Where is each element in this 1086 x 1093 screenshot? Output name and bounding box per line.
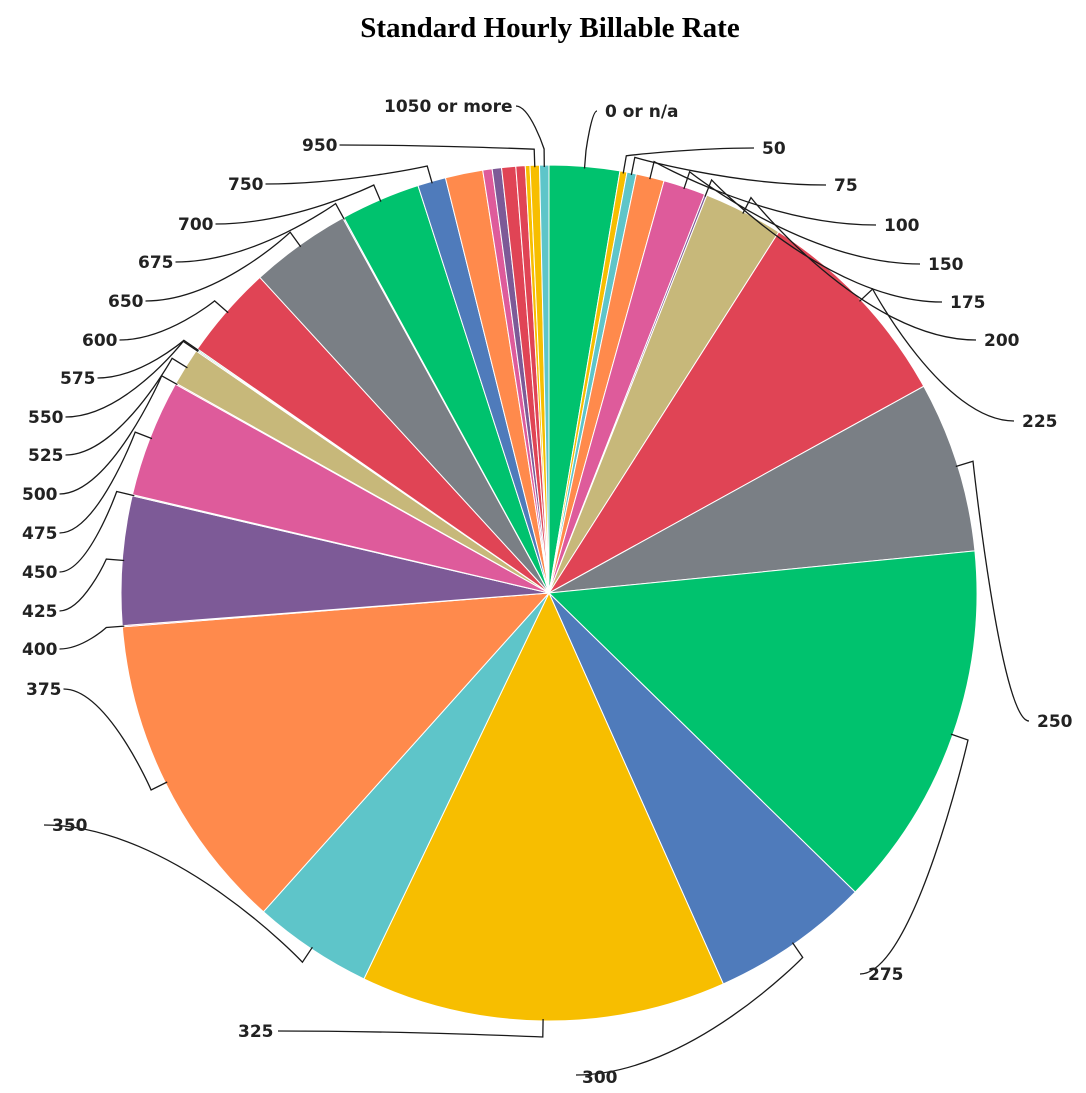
leader-line (630, 156, 827, 186)
slice-label: 650 (108, 292, 144, 312)
leader-line (339, 144, 536, 168)
leader-line (215, 184, 382, 225)
leader-line (859, 733, 969, 975)
leader-line (575, 942, 804, 1076)
leader-line (59, 490, 135, 573)
slice-label: 325 (238, 1022, 274, 1042)
slice-label: 225 (1022, 412, 1058, 432)
pie-slices (120, 164, 978, 1022)
leader-line (742, 196, 977, 341)
slice-label: 200 (984, 331, 1020, 351)
leader-line (43, 824, 313, 964)
slice-label: 425 (22, 602, 58, 622)
slice-label: 950 (302, 136, 338, 156)
leader-line (683, 170, 921, 265)
leader-line (59, 625, 125, 650)
slice-label: 500 (22, 485, 58, 505)
leader-line (704, 178, 943, 303)
slice-label: 475 (22, 524, 58, 544)
leader-line (65, 357, 188, 456)
leader-line (97, 339, 200, 379)
leader-line (145, 231, 302, 302)
slice-label: 575 (60, 369, 96, 389)
leader-line (622, 147, 755, 174)
slice-label: 450 (22, 563, 58, 583)
slice-label: 675 (138, 253, 174, 273)
slice-label: 175 (950, 293, 986, 313)
slice-label: 600 (82, 331, 118, 351)
slice-label: 700 (178, 215, 214, 235)
slice-label: 550 (28, 408, 64, 428)
leader-line (515, 105, 545, 168)
leader-line (859, 287, 1015, 422)
slice-label: 300 (582, 1068, 618, 1088)
leader-line (63, 688, 168, 791)
leader-lines (43, 105, 1030, 1076)
leader-line (59, 558, 125, 612)
slice-labels: 0 or n/a 50 75 100 150 175 200 225 250 275 300 325 3… (22, 97, 1073, 1088)
slice-label: 375 (26, 680, 62, 700)
slice-label: 75 (834, 176, 858, 196)
leader-line (583, 110, 598, 169)
leader-line (265, 165, 433, 185)
leader-line (175, 202, 345, 263)
leader-line (277, 1018, 544, 1038)
leader-line (955, 460, 1030, 722)
slice-label: 150 (928, 255, 964, 275)
leader-line (59, 431, 153, 534)
leader-line (119, 300, 229, 341)
slice-label: 350 (52, 816, 88, 836)
slice-label: 0 or n/a (605, 102, 679, 122)
slice-label: 400 (22, 640, 58, 660)
slice-label: 50 (762, 139, 786, 159)
slice-label: 100 (884, 216, 920, 236)
slice-label: 275 (868, 965, 904, 985)
chart-title: Standard Hourly Billable Rate (360, 12, 740, 44)
slice-label: 250 (1037, 712, 1073, 732)
slice-label: 525 (28, 446, 64, 466)
slice-label: 1050 or more (384, 97, 513, 117)
slice-label: 750 (228, 175, 264, 195)
